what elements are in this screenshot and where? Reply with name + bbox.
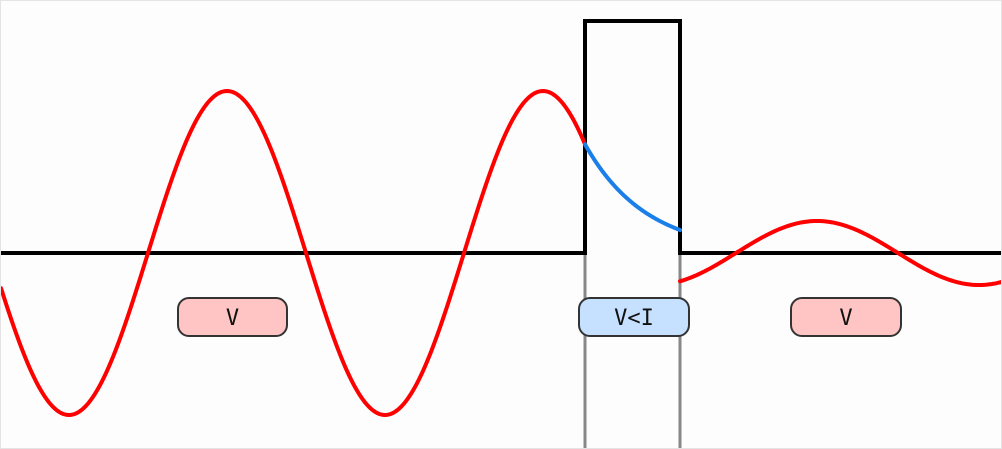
decaying-wave-curve <box>583 142 682 232</box>
region-label-left: V <box>177 297 288 337</box>
potential-barrier-line <box>1 19 1001 255</box>
region-label-barrier: V<I <box>578 297 690 337</box>
region-label-right: V <box>790 297 902 337</box>
incident-wave-curve <box>1 88 587 418</box>
transmitted-wave-curve <box>678 219 1001 287</box>
